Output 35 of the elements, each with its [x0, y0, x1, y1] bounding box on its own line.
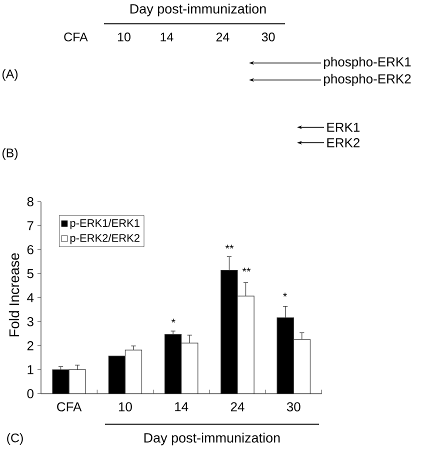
y-tick-label: 7	[27, 221, 34, 230]
text: 30	[262, 32, 275, 42]
text: phospho-ERK1	[324, 56, 411, 70]
x-tick-label: 14	[175, 402, 188, 412]
text: (B)	[2, 148, 18, 160]
x-tick-label: CFA	[57, 402, 82, 412]
text: (C)	[7, 433, 23, 445]
text: phospho-ERK2	[324, 74, 411, 86]
annotation: **	[242, 268, 251, 272]
y-axis-title: Fold Increase	[8, 253, 20, 336]
text: ERK1	[327, 122, 360, 132]
y-tick-label: 5	[27, 269, 34, 278]
text: CFA	[64, 32, 88, 42]
legend-label: p-ERK1/ERK1	[70, 218, 140, 230]
x-tick-label: 10	[118, 402, 132, 412]
text: 10	[118, 32, 130, 42]
annotation: **	[225, 244, 234, 249]
x-tick-label: 24	[230, 402, 244, 412]
y-tick-label: 3	[27, 317, 34, 326]
y-tick-label: 8	[27, 197, 34, 206]
text: Day post-immunization	[130, 4, 266, 16]
y-tick-label: 4	[27, 293, 34, 302]
y-tick-label: 2	[27, 341, 34, 350]
annotation: *	[171, 318, 176, 323]
y-tick-label: 6	[27, 245, 34, 254]
text: 14	[160, 32, 174, 42]
text: ERK2	[327, 138, 360, 148]
y-tick-label: 0	[27, 389, 34, 398]
annotation: *	[283, 292, 287, 297]
text: 24	[216, 32, 230, 42]
x-tick-label: 30	[286, 402, 300, 412]
y-tick-label: 1	[28, 365, 34, 374]
x-axis-title: Day post-immunization	[144, 432, 280, 446]
text: (A)	[2, 69, 18, 81]
legend-label: p-ERK2/ERK2	[70, 234, 140, 244]
